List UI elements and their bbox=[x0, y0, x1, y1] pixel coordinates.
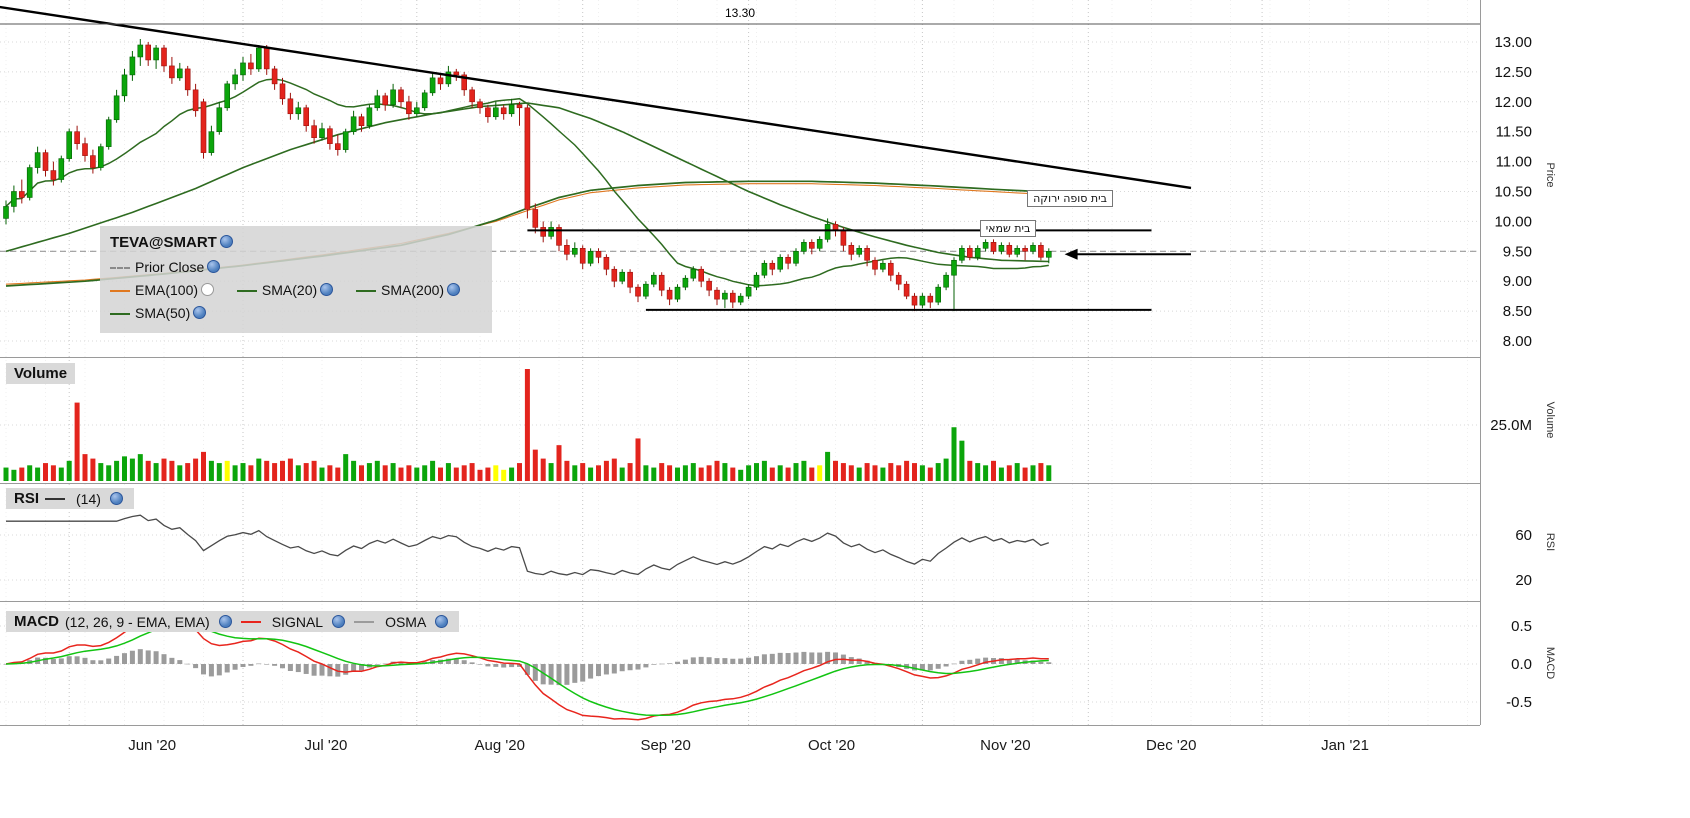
ema100-line-icon bbox=[110, 289, 130, 292]
rsi-line bbox=[6, 514, 1050, 576]
svg-text:13.00: 13.00 bbox=[1494, 34, 1532, 51]
rsi-panel-header: RSI (14) bbox=[6, 488, 134, 509]
svg-text:11.50: 11.50 bbox=[1496, 124, 1532, 141]
svg-text:8.50: 8.50 bbox=[1503, 303, 1532, 320]
svg-text:Volume: Volume bbox=[1544, 402, 1556, 439]
svg-text:Oct '20: Oct '20 bbox=[808, 737, 855, 754]
svg-text:12.50: 12.50 bbox=[1494, 64, 1532, 81]
macd-panel bbox=[3, 616, 1052, 721]
config-dot-icon[interactable] bbox=[218, 615, 232, 628]
osma-line-icon bbox=[354, 620, 375, 623]
sma50-label: SMA(50) bbox=[135, 304, 191, 321]
prior-close-label: Prior Close bbox=[135, 258, 205, 275]
sma20-label: SMA(20) bbox=[261, 281, 318, 298]
svg-text:Price: Price bbox=[1544, 162, 1556, 187]
svg-text:11.00: 11.00 bbox=[1496, 154, 1532, 171]
macd-line-icon bbox=[240, 620, 261, 623]
svg-text:10.50: 10.50 bbox=[1494, 184, 1532, 201]
macd-title: MACD bbox=[14, 613, 59, 630]
prior-close-line-icon bbox=[110, 266, 130, 269]
config-dot-icon[interactable] bbox=[109, 492, 123, 505]
symbol-label: TEVA@SMART bbox=[110, 234, 217, 251]
rsi-title: RSI bbox=[14, 490, 40, 507]
svg-text:9.50: 9.50 bbox=[1503, 243, 1532, 260]
svg-text:9.00: 9.00 bbox=[1503, 273, 1532, 290]
svg-text:60: 60 bbox=[1515, 527, 1532, 544]
rsi-panel bbox=[6, 514, 1050, 576]
svg-text:-0.5: -0.5 bbox=[1506, 694, 1532, 711]
svg-text:25.0M: 25.0M bbox=[1490, 417, 1532, 434]
svg-text:Aug '20: Aug '20 bbox=[475, 737, 525, 754]
volume-panel bbox=[3, 369, 1052, 481]
sma200-line-icon bbox=[356, 289, 377, 292]
top-price-label: 13.30 bbox=[725, 6, 755, 20]
svg-text:8.00: 8.00 bbox=[1503, 333, 1532, 350]
svg-text:RSI: RSI bbox=[1544, 533, 1556, 551]
svg-text:Sep '20: Sep '20 bbox=[640, 737, 690, 754]
config-dot-icon[interactable] bbox=[320, 282, 334, 296]
config-dot-icon[interactable] bbox=[447, 282, 461, 296]
legend-ma-row: EMA(100) SMA(20) SMA(200) bbox=[110, 279, 482, 302]
sma200-label: SMA(200) bbox=[381, 281, 445, 298]
annotation-note-shamai[interactable]: בית שמאי bbox=[979, 220, 1037, 238]
config-dot-icon[interactable] bbox=[193, 305, 207, 319]
rsi-line-icon bbox=[45, 497, 66, 500]
ema100-label: EMA(100) bbox=[135, 281, 199, 298]
annotation-note-green[interactable]: בית סופה ירוקה bbox=[1027, 189, 1113, 207]
legend-sma50-row: SMA(50) bbox=[110, 302, 482, 325]
volume-panel-header: Volume bbox=[6, 363, 76, 384]
drawings: 13.30 bbox=[0, 5, 1480, 311]
macd-param: (12, 26, 9 - EMA, EMA) bbox=[65, 613, 210, 630]
legend-symbol-row: TEVA@SMART bbox=[110, 231, 482, 256]
rsi-param: (14) bbox=[76, 490, 101, 507]
legend-prior-close-row: Prior Close bbox=[110, 256, 482, 279]
config-dot-icon[interactable] bbox=[219, 235, 233, 248]
sma50-line-icon bbox=[110, 312, 130, 315]
svg-text:MACD: MACD bbox=[1544, 647, 1556, 679]
chart-legend: TEVA@SMART Prior Close EMA(100) SMA(20) … bbox=[100, 226, 492, 334]
svg-text:Nov '20: Nov '20 bbox=[980, 737, 1030, 754]
config-dot-icon[interactable] bbox=[332, 615, 346, 628]
arrow-head-icon bbox=[1064, 248, 1078, 260]
macd-panel-header: MACD (12, 26, 9 - EMA, EMA) SIGNAL OSMA bbox=[6, 611, 460, 632]
osma-label: OSMA bbox=[385, 613, 427, 630]
svg-text:20: 20 bbox=[1515, 572, 1532, 589]
svg-text:12.00: 12.00 bbox=[1494, 94, 1532, 111]
svg-text:Dec '20: Dec '20 bbox=[1146, 737, 1196, 754]
gridlines bbox=[0, 0, 1480, 725]
sma20-line-icon bbox=[236, 289, 257, 292]
candlesticks bbox=[3, 39, 1052, 312]
panel-borders bbox=[0, 0, 1481, 726]
config-dot-icon[interactable] bbox=[435, 615, 449, 628]
volume-title: Volume bbox=[14, 365, 68, 382]
trendline bbox=[0, 5, 1192, 190]
svg-text:0.5: 0.5 bbox=[1511, 618, 1532, 635]
signal-label: SIGNAL bbox=[271, 613, 324, 630]
svg-text:Jan '21: Jan '21 bbox=[1321, 737, 1369, 754]
svg-text:Jun '20: Jun '20 bbox=[128, 737, 176, 754]
svg-text:10.00: 10.00 bbox=[1494, 213, 1532, 230]
svg-text:Jul '20: Jul '20 bbox=[305, 737, 348, 754]
config-dot-icon[interactable] bbox=[207, 259, 221, 273]
config-dot-icon[interactable] bbox=[201, 282, 215, 296]
svg-text:0.0: 0.0 bbox=[1511, 656, 1532, 673]
axes: 13.00 12.50 12.00 11.50 11.00 10.50 10.00 9.50 9… bbox=[128, 34, 1556, 754]
